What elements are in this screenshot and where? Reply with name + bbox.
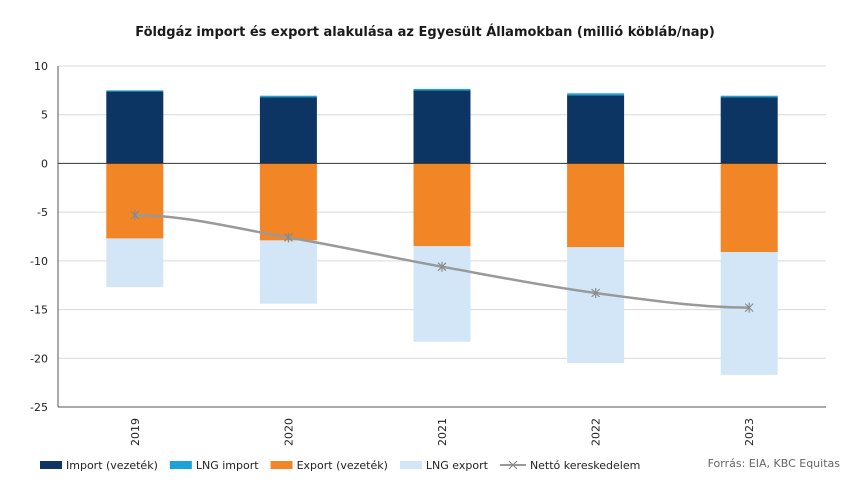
- star-marker: [437, 261, 447, 272]
- legend-label-nett-kereskedelem: Nettó kereskedelem: [530, 459, 640, 472]
- y-tick-label: -15: [30, 304, 48, 317]
- bars: [106, 88, 778, 375]
- axes: [57, 66, 826, 408]
- chart-title: Földgáz import és export alakulása az Eg…: [135, 24, 715, 40]
- legend-swatch-export-vezet-k-: [270, 461, 293, 469]
- star-marker: [283, 232, 293, 243]
- legend-label-export-vezet-k-: Export (vezeték): [297, 459, 388, 472]
- y-tick-label: 0: [41, 157, 48, 170]
- x-tick-labels: 2019 2020 2021 2022 2023: [129, 418, 756, 446]
- bar-export-vezet-k--2022: [567, 163, 625, 248]
- bar-export-vezet-k--2023: [720, 163, 778, 253]
- legend-marker-nett-kereskedelem: [508, 460, 518, 470]
- bar-import-vezet-k--2020: [259, 97, 317, 164]
- y-tick-label: -10: [30, 255, 48, 268]
- x-tick-label: 2023: [743, 418, 756, 446]
- bar-import-vezet-k--2019: [106, 91, 164, 164]
- star-marker: [744, 302, 754, 313]
- bar-lng-export-2020: [259, 240, 317, 304]
- bar-lng-import-2021: [413, 88, 471, 91]
- legend-swatch-import-vezet-k-: [40, 461, 62, 469]
- net-trade-point-2023: [744, 302, 754, 313]
- bar-lng-import-2019: [106, 90, 164, 92]
- y-tick-label: 10: [34, 60, 48, 73]
- x-tick-label: 2021: [436, 418, 449, 446]
- net-trade-line: [130, 210, 754, 313]
- legend-label-import-vezet-k-: Import (vezeték): [66, 459, 158, 472]
- bar-import-vezet-k--2021: [413, 90, 471, 164]
- y-tick-label: -25: [30, 401, 48, 414]
- source-note: Forrás: EIA, KBC Equitas: [708, 457, 841, 470]
- bar-import-vezet-k--2023: [720, 97, 778, 164]
- x-tick-label: 2019: [129, 418, 142, 446]
- bar-lng-export-2021: [413, 246, 471, 342]
- bar-lng-export-2023: [720, 252, 778, 375]
- x-tick-label: 2020: [282, 418, 295, 446]
- legend: Import (vezeték) LNG import Export (vezeté…: [40, 459, 640, 472]
- star-marker: [591, 288, 601, 299]
- bar-export-vezet-k--2020: [259, 163, 317, 241]
- legend-label-lng-export: LNG export: [426, 459, 489, 472]
- y-tick-label: 5: [41, 109, 48, 122]
- bar-export-vezet-k--2021: [413, 163, 471, 247]
- star-marker: [130, 210, 140, 221]
- bar-lng-export-2022: [567, 247, 625, 364]
- legend-label-lng-import: LNG import: [196, 459, 259, 472]
- y-tick-label: -5: [37, 206, 48, 219]
- bar-lng-import-2022: [567, 93, 625, 96]
- y-tick-label: -20: [30, 352, 48, 365]
- bar-lng-import-2020: [259, 95, 317, 98]
- bar-lng-import-2023: [720, 95, 778, 98]
- net-trade-point-2020: [283, 232, 293, 243]
- x-tick-label: 2022: [590, 418, 603, 446]
- y-tick-labels: 10 5 0 -5 -10 -15 -20 -25: [30, 60, 48, 414]
- net-trade-point-2019: [130, 210, 140, 221]
- legend-swatch-lng-export: [399, 461, 422, 469]
- bar-import-vezet-k--2022: [567, 95, 625, 164]
- net-trade-point-2022: [591, 288, 601, 299]
- legend-swatch-lng-import: [169, 461, 192, 469]
- bar-export-vezet-k--2019: [106, 163, 164, 239]
- net-trade-point-2021: [437, 261, 447, 272]
- bar-lng-export-2019: [106, 238, 164, 288]
